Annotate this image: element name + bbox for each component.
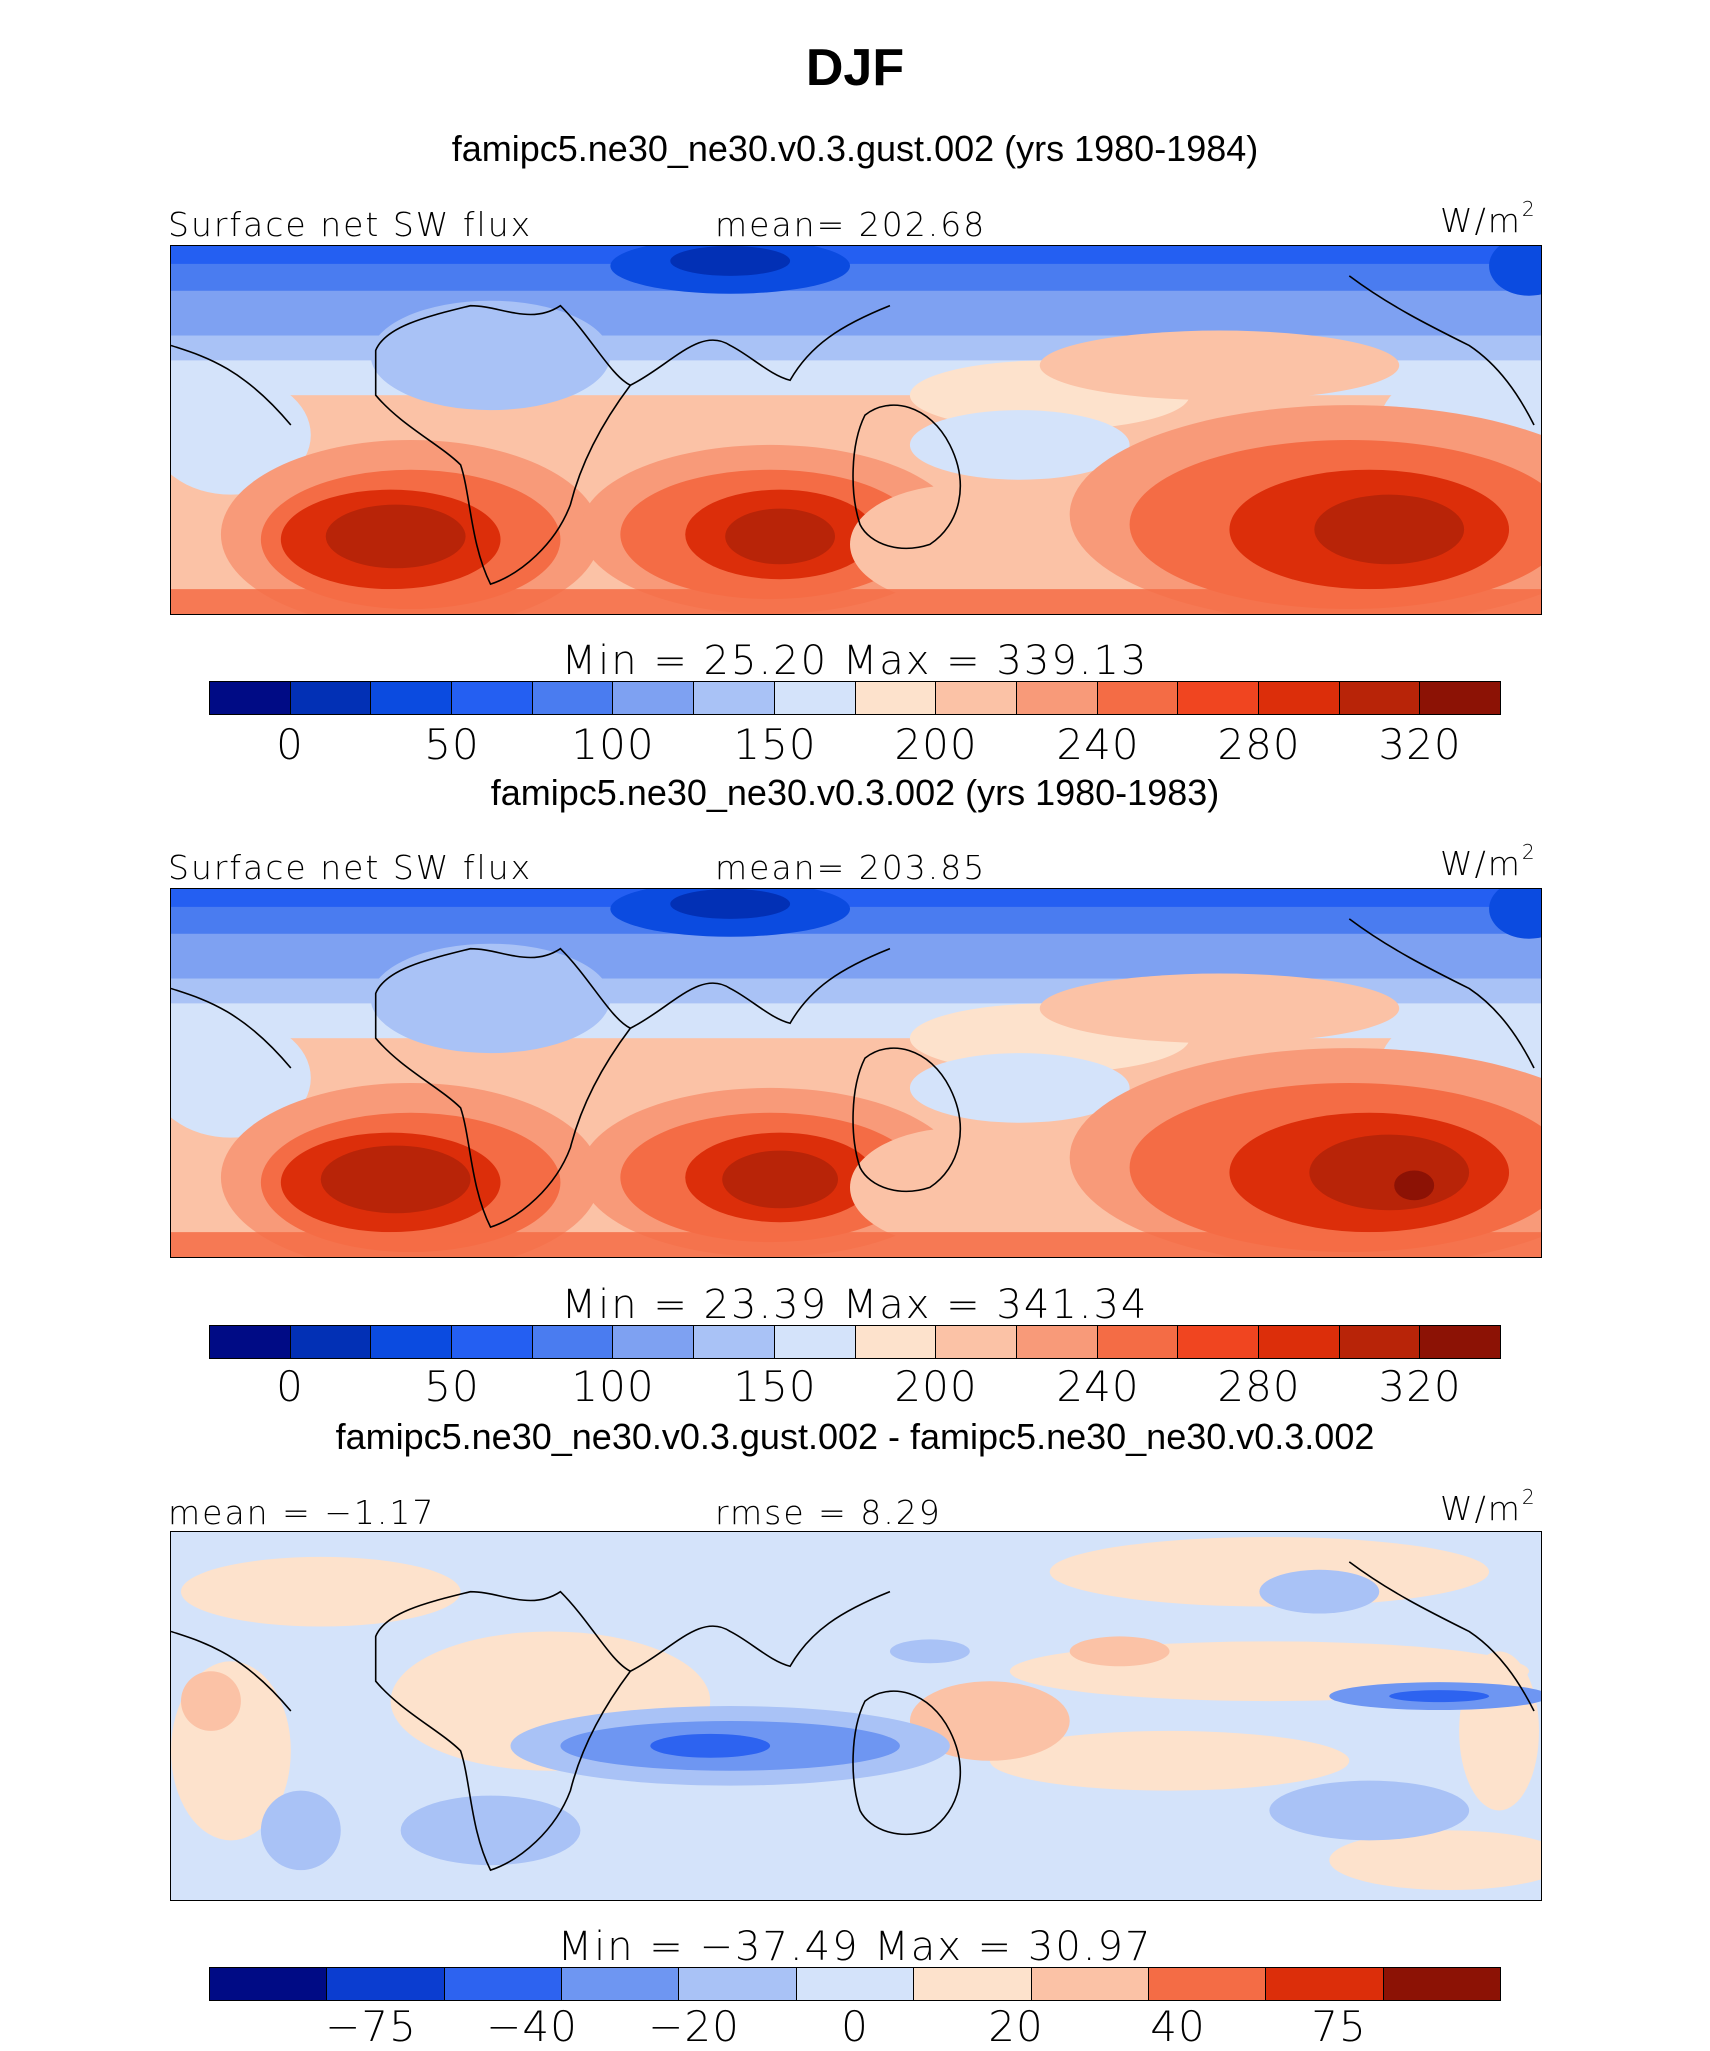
colorbar-box: [210, 682, 291, 714]
panel-1-variable-label: Surface net SW flux: [168, 205, 533, 244]
colorbar-box: [774, 1326, 856, 1358]
panel-2-tick: 320: [1378, 1362, 1462, 1411]
colorbar-box: [1178, 1326, 1259, 1358]
panel-1-contour-field: [171, 246, 1541, 614]
colorbar-box: [1258, 1326, 1340, 1358]
colorbar-box: [452, 682, 533, 714]
colorbar-box: [371, 1326, 453, 1358]
colorbar-box: [532, 682, 614, 714]
panel-3-colorbar: [209, 1967, 1501, 2001]
page-title: DJF: [805, 39, 905, 97]
panel-3-tick: −40: [486, 2002, 578, 2051]
colorbar-box: [532, 1326, 614, 1358]
panel-1-tick: 100: [571, 720, 655, 769]
colorbar-box: [936, 1326, 1017, 1358]
colorbar-box: [796, 1968, 915, 2000]
colorbar-box: [1016, 1326, 1098, 1358]
colorbar-box: [210, 1968, 328, 2000]
panel-1-map: [170, 245, 1542, 615]
panel-2-colorbar: [209, 1325, 1501, 1359]
panel-2-units: W/m2: [1440, 840, 1537, 883]
colorbar-box: [562, 1968, 680, 2000]
panel-1-subtitle: famipc5.ne30_ne30.v0.3.gust.002 (yrs 198…: [451, 128, 1259, 169]
colorbar-box: [855, 682, 937, 714]
panel-2-tick: 0: [276, 1362, 304, 1411]
colorbar-box: [1420, 682, 1500, 714]
panel-2-tick: 150: [733, 1362, 817, 1411]
panel-2-tick: 280: [1217, 1362, 1301, 1411]
panel-3-rmse-label: rmse = 8.29: [715, 1493, 942, 1532]
colorbar-box: [613, 682, 695, 714]
panel-2-variable-label: Surface net SW flux: [168, 848, 533, 887]
panel-2-tick: 240: [1056, 1362, 1140, 1411]
colorbar-box: [694, 1326, 775, 1358]
colorbar-box: [914, 1968, 1032, 2000]
panel-1-tick: 50: [424, 720, 480, 769]
panel-1-tick: 0: [276, 720, 304, 769]
colorbar-box: [290, 1326, 372, 1358]
colorbar-box: [613, 1326, 695, 1358]
panel-3-tick: 0: [841, 2002, 869, 2051]
panel-2-tick: 50: [424, 1362, 480, 1411]
panel-2-tick: 100: [571, 1362, 655, 1411]
colorbar-box: [679, 1968, 797, 2000]
colorbar-box: [444, 1968, 563, 2000]
panel-3-tick: 40: [1150, 2002, 1206, 2051]
panel-1-mean-label: mean= 202.68: [715, 205, 987, 244]
colorbar-box: [371, 682, 453, 714]
panel-3-tick: −75: [325, 2002, 417, 2051]
panel-1-colorbar: [209, 681, 1501, 715]
panel-3-tick: 20: [988, 2002, 1044, 2051]
colorbar-box: [1031, 1968, 1149, 2000]
panel-1-stats: Min = 25.20 Max = 339.13: [561, 638, 1149, 684]
panel-1-tick: 280: [1217, 720, 1301, 769]
panel-3-subtitle: famipc5.ne30_ne30.v0.3.gust.002 - famipc…: [335, 1416, 1375, 1457]
colorbar-box: [1339, 1326, 1421, 1358]
colorbar-box: [1383, 1968, 1500, 2000]
panel-2-map: [170, 888, 1542, 1258]
colorbar-box: [1258, 682, 1340, 714]
colorbar-box: [290, 682, 372, 714]
panel-3-contour-field: [171, 1532, 1541, 1900]
colorbar-box: [694, 682, 775, 714]
panel-3-units: W/m2: [1440, 1485, 1537, 1528]
colorbar-box: [1178, 682, 1259, 714]
colorbar-box: [1016, 682, 1098, 714]
colorbar-box: [1339, 682, 1421, 714]
colorbar-box: [210, 1326, 291, 1358]
colorbar-box: [936, 682, 1017, 714]
colorbar-box: [1420, 1326, 1500, 1358]
panel-1-tick: 200: [894, 720, 978, 769]
panel-3-tick: −20: [648, 2002, 740, 2051]
panel-1-tick: 320: [1378, 720, 1462, 769]
panel-3-stats: Min = −37.49 Max = 30.97: [557, 1924, 1153, 1970]
colorbar-box: [774, 682, 856, 714]
panel-2-stats: Min = 23.39 Max = 341.34: [561, 1282, 1149, 1328]
panel-1-units: W/m2: [1440, 197, 1537, 240]
panel-3-map: [170, 1531, 1542, 1901]
panel-2-contour-field: [171, 889, 1541, 1257]
colorbar-box: [1148, 1968, 1267, 2000]
colorbar-box: [1097, 682, 1179, 714]
colorbar-box: [1097, 1326, 1179, 1358]
panel-2-mean-label: mean= 203.85: [715, 848, 987, 887]
colorbar-box: [452, 1326, 533, 1358]
colorbar-box: [855, 1326, 937, 1358]
panel-1-tick: 150: [733, 720, 817, 769]
colorbar-box: [327, 1968, 445, 2000]
panel-3-tick: 75: [1311, 2002, 1367, 2051]
colorbar-box: [1266, 1968, 1384, 2000]
panel-1-tick: 240: [1056, 720, 1140, 769]
panel-2-subtitle: famipc5.ne30_ne30.v0.3.002 (yrs 1980-198…: [490, 772, 1220, 813]
panel-3-mean-label: mean = −1.17: [168, 1493, 436, 1532]
panel-2-tick: 200: [894, 1362, 978, 1411]
